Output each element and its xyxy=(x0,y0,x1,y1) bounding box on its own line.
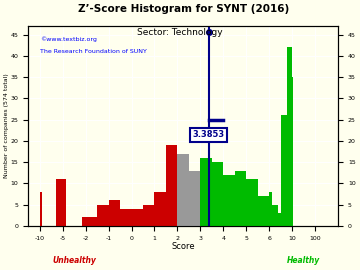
Bar xyxy=(258,196,269,226)
Text: Sector: Technology: Sector: Technology xyxy=(137,28,223,37)
Bar xyxy=(278,213,281,226)
Bar xyxy=(60,179,67,226)
Text: Unhealthy: Unhealthy xyxy=(52,256,96,265)
Bar xyxy=(189,171,201,226)
Bar xyxy=(272,205,275,226)
Bar xyxy=(97,205,109,226)
Bar xyxy=(177,154,189,226)
Bar xyxy=(120,209,131,226)
Bar xyxy=(281,115,287,226)
X-axis label: Score: Score xyxy=(171,242,195,251)
Text: The Research Foundation of SUNY: The Research Foundation of SUNY xyxy=(40,49,147,55)
Bar xyxy=(82,217,86,226)
Bar xyxy=(40,192,42,226)
Text: 3.3853: 3.3853 xyxy=(192,130,224,139)
Bar xyxy=(292,77,293,226)
Bar xyxy=(269,192,272,226)
Bar xyxy=(201,158,212,226)
Bar xyxy=(131,209,143,226)
Bar xyxy=(143,205,154,226)
Text: Healthy: Healthy xyxy=(287,256,320,265)
Bar xyxy=(275,205,278,226)
Title: Z’-Score Histogram for SYNT (2016): Z’-Score Histogram for SYNT (2016) xyxy=(77,4,289,14)
Bar xyxy=(109,200,120,226)
Bar xyxy=(86,217,97,226)
Bar xyxy=(166,145,177,226)
Bar xyxy=(287,47,292,226)
Text: ©www.textbiz.org: ©www.textbiz.org xyxy=(40,37,96,42)
Y-axis label: Number of companies (574 total): Number of companies (574 total) xyxy=(4,74,9,178)
Bar xyxy=(212,162,224,226)
Bar xyxy=(56,179,60,226)
Bar xyxy=(224,175,235,226)
Bar xyxy=(154,192,166,226)
Bar xyxy=(246,179,258,226)
Bar xyxy=(235,171,246,226)
